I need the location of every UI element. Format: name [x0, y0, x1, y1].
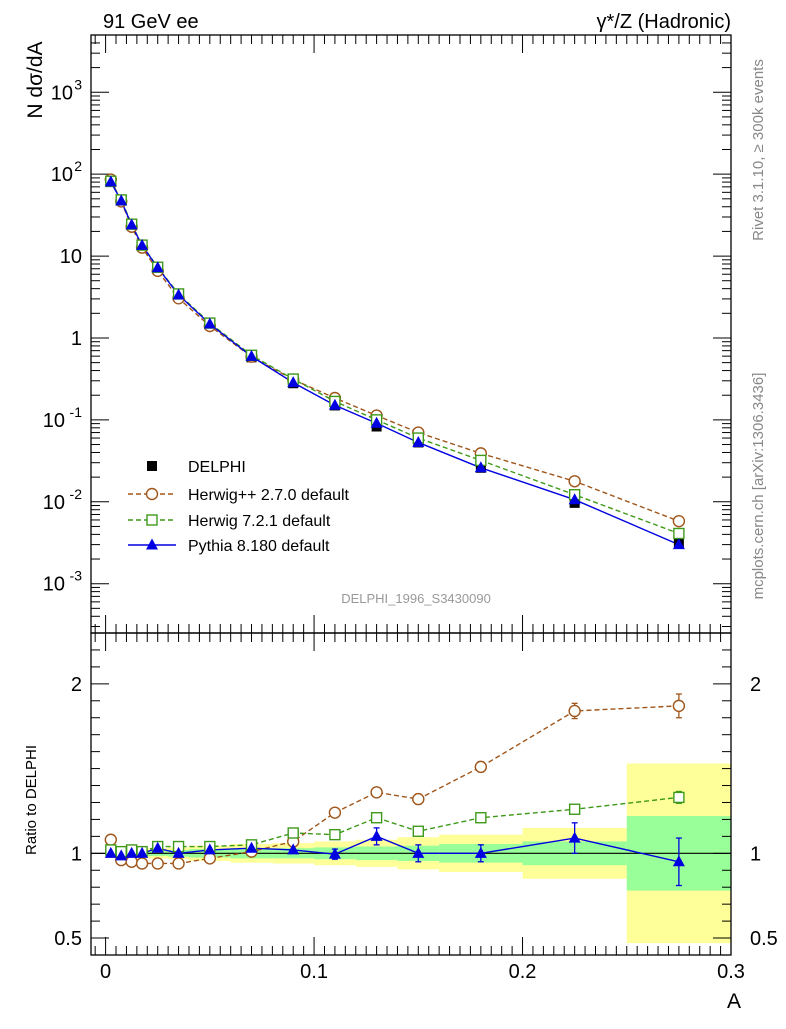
main-point-pythia — [328, 398, 341, 410]
ratio-plot-frame — [90, 632, 732, 956]
legend-marker-pythia — [146, 538, 158, 550]
ratio-y-tick-label-right: 1 — [750, 843, 761, 865]
ratio-y-tick-label-right: 0.5 — [750, 928, 778, 950]
ratio-point-herwigpp — [568, 704, 581, 718]
main-point-pythia — [172, 288, 185, 300]
analysis-watermark: DELPHI_1996_S3430090 — [341, 591, 491, 606]
main-y-tick-exponent: -1 — [70, 404, 83, 420]
legend-label-data: DELPHI — [188, 459, 246, 476]
ratio-point-herwigpp — [474, 760, 488, 774]
ratio-point-herwig7 — [287, 827, 299, 839]
main-y-tick-label: 10 — [60, 246, 82, 268]
ratio-point-pythia — [287, 843, 300, 855]
legend-marker-herwigpp — [145, 487, 159, 501]
main-y-axis-title: N dσ/dA — [24, 41, 47, 118]
axis-ticks — [91, 34, 732, 956]
ratio-point-herwigpp — [135, 857, 149, 870]
main-point-herwigpp — [568, 475, 581, 488]
ratio-point-herwigpp — [370, 786, 383, 799]
ratio-point-pythia — [115, 849, 128, 861]
main-series — [104, 173, 686, 550]
main-point-pythia — [568, 493, 581, 505]
main-point-pythia — [151, 261, 164, 273]
main-point-pythia — [474, 461, 487, 473]
main-y-tick-label: 10 — [51, 82, 73, 104]
ratio-point-pythia — [203, 843, 216, 855]
main-y-tick-exponent: 3 — [74, 76, 82, 92]
x-axis-title: A — [727, 990, 741, 1013]
main-y-tick-label: 10 — [51, 164, 73, 186]
main-y-tick-exponent: 2 — [74, 158, 82, 174]
ratio-y-axis-title: Ratio to DELPHI — [23, 745, 40, 855]
main-y-tick-label: 10 — [43, 492, 65, 514]
rivet-version-label: Rivet 3.1.10, ≥ 300k events — [750, 59, 767, 241]
ratio-point-pythia — [136, 846, 149, 858]
legend-label-herwigpp: Herwig++ 2.7.0 default — [188, 487, 350, 504]
main-point-herwigpp — [672, 514, 686, 528]
main-point-pythia — [245, 349, 258, 361]
ratio-y-tick-label-left: 1 — [71, 843, 82, 865]
ratio-point-herwigpp — [328, 806, 342, 819]
ratio-point-herwig7 — [329, 828, 341, 841]
x-tick-label: 0 — [100, 961, 111, 983]
ratio-point-pythia — [412, 846, 425, 858]
ratio-point-pythia — [172, 846, 185, 858]
legend-label-pythia: Pythia 8.180 default — [188, 538, 330, 555]
main-point-pythia — [104, 175, 117, 187]
ratio-point-herwig7 — [370, 812, 383, 824]
x-tick-label: 0.2 — [509, 961, 537, 983]
main-y-tick-label: 10 — [43, 410, 65, 432]
ratio-point-herwig7 — [412, 825, 424, 837]
ratio-point-pythia — [151, 841, 164, 853]
main-point-pythia — [115, 194, 128, 206]
mcplots-reference-label: mcplots.cern.ch [arXiv:1306.3436] — [750, 373, 767, 600]
legend-marker-data — [147, 461, 157, 471]
ratio-point-herwigpp — [412, 792, 425, 806]
ratio-point-pythia — [125, 846, 138, 858]
ratio-y-tick-label-right: 2 — [750, 674, 761, 696]
ratio-point-herwig7 — [673, 791, 685, 804]
main-y-tick-exponent: -3 — [70, 568, 83, 584]
main-point-herwig7 — [673, 527, 685, 540]
ratio-point-herwig7 — [475, 812, 487, 824]
ratio-point-herwig7 — [568, 803, 581, 815]
legend-label-herwig7: Herwig 7.2.1 default — [188, 513, 331, 530]
main-point-pythia — [125, 218, 138, 230]
legend: DELPHI Herwig++ 2.7.0 default Herwig 7.2.1… — [128, 459, 350, 555]
main-point-pythia — [672, 538, 685, 550]
ratio-y-tick-label-left: 2 — [71, 674, 82, 696]
ratio-point-pythia — [474, 846, 487, 858]
main-point-pythia — [203, 317, 216, 329]
main-point-pythia — [370, 416, 383, 428]
main-point-pythia — [412, 435, 425, 447]
main-point-pythia — [287, 376, 300, 388]
ratio-point-herwigpp — [203, 852, 217, 865]
x-tick-label: 0.1 — [300, 961, 328, 983]
main-y-tick-label: 1 — [71, 328, 82, 350]
ratio-point-herwigpp — [125, 855, 138, 868]
ratio-point-pythia — [568, 831, 581, 843]
ratio-point-herwigpp — [172, 857, 185, 870]
ratio-point-pythia — [104, 846, 117, 858]
ratio-series — [104, 693, 686, 887]
legend-marker-herwig7 — [146, 514, 158, 526]
main-point-pythia — [136, 238, 149, 250]
main-y-tick-label: 10 — [43, 574, 65, 596]
x-tick-label: 0.3 — [717, 961, 745, 983]
ratio-point-pythia — [328, 847, 341, 859]
ratio-y-tick-label-left: 0.5 — [54, 928, 82, 950]
ratio-point-herwigpp — [104, 833, 118, 846]
ratio-point-pythia — [245, 841, 258, 853]
main-y-tick-exponent: -2 — [70, 486, 83, 502]
header-left: 91 GeV ee — [103, 11, 199, 33]
header-right: γ*/Z (Hadronic) — [597, 11, 731, 33]
main-line-herwigpp — [110, 179, 680, 522]
ratio-point-pythia — [672, 855, 685, 867]
ratio-point-herwigpp — [672, 699, 686, 713]
ratio-point-pythia — [370, 829, 383, 841]
ratio-point-herwigpp — [151, 857, 164, 870]
